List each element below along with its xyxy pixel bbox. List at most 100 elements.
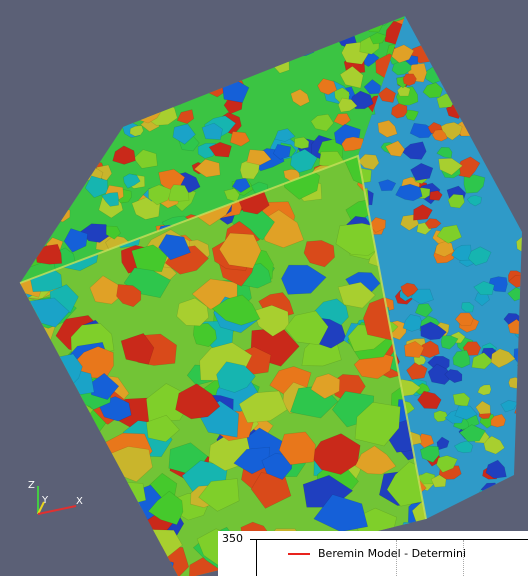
grain-cell <box>385 140 406 157</box>
x-axis-line <box>37 505 77 515</box>
grain-cell <box>369 32 387 45</box>
grain-cell <box>99 64 122 82</box>
grain-cell <box>20 188 36 202</box>
grain-cell <box>471 352 494 370</box>
grain-cell <box>444 369 463 384</box>
cube-edge-highlight <box>19 154 427 520</box>
grain-cell <box>413 204 433 221</box>
grain-cell <box>510 117 522 134</box>
grain-cell <box>59 16 82 30</box>
grain-cell <box>25 224 45 242</box>
grain-cell <box>175 383 221 420</box>
grain-cell <box>20 235 45 253</box>
plot-legend[interactable]: Beremin Model - Determini <box>288 547 466 560</box>
y-axis-tick-label: 350 <box>222 532 243 545</box>
grain-cell <box>133 44 160 64</box>
grain-cell <box>358 153 380 171</box>
grain-cell <box>79 128 98 143</box>
grain-cell <box>447 193 465 209</box>
x-axis-label: X <box>76 496 83 507</box>
grain-cell <box>278 431 316 466</box>
grain-cell <box>337 281 376 309</box>
grain-cell <box>419 445 440 463</box>
grain-cell <box>490 348 516 369</box>
grain-cell <box>449 57 468 71</box>
grain-cell <box>254 16 273 28</box>
grain-cell <box>211 294 261 326</box>
legend-entry-label: Beremin Model - Determini <box>318 547 467 560</box>
grain-cell <box>483 435 505 455</box>
grain-cell <box>339 65 364 89</box>
grain-cell <box>158 234 191 261</box>
grain-cell <box>36 172 54 190</box>
grain-cell <box>70 138 104 161</box>
grain-cell <box>502 136 518 148</box>
grain-cell <box>63 228 88 253</box>
grain-cell <box>235 49 264 68</box>
grain-cell <box>485 498 503 513</box>
grain-cell <box>146 414 180 443</box>
grain-cell <box>410 162 434 181</box>
grain-cell <box>35 550 66 573</box>
grain-cell <box>302 32 325 48</box>
grain-cell <box>23 213 41 229</box>
grain-cell <box>141 557 174 576</box>
grain-cell <box>173 24 197 41</box>
grain-cell <box>37 126 57 140</box>
grain-cell <box>122 89 150 110</box>
grain-cell <box>363 79 381 95</box>
grain-cell <box>485 459 507 479</box>
grain-cell <box>79 63 97 78</box>
grain-cell <box>297 27 322 47</box>
grain-cell <box>208 141 232 158</box>
grain-cell <box>210 46 230 64</box>
grain-cell <box>81 16 100 20</box>
grain-cell <box>203 37 217 50</box>
grain-cell <box>303 240 335 268</box>
grain-cell <box>23 176 71 207</box>
grain-cell <box>490 413 506 428</box>
grain-cell <box>395 183 423 202</box>
grain-cell <box>216 361 256 393</box>
grain-cell <box>310 113 334 132</box>
legend-swatch <box>288 552 310 555</box>
grain-cell <box>193 158 221 178</box>
grain-cell <box>494 113 511 131</box>
grain-cell <box>474 24 499 43</box>
grain-cell <box>475 400 491 415</box>
grain-cell <box>27 16 46 30</box>
grain-cell <box>48 55 74 75</box>
grain-cell <box>337 97 358 113</box>
grain-cell <box>473 280 495 296</box>
grain-cell <box>20 537 46 566</box>
grain-cell <box>290 39 315 57</box>
grain-cell <box>238 390 288 424</box>
plot-frame <box>256 539 528 576</box>
grain-cell <box>516 355 522 368</box>
grain-cell <box>147 60 177 83</box>
grain-cell <box>247 17 275 39</box>
grain-cell <box>444 28 473 47</box>
grain-cell <box>198 31 225 51</box>
grain-cell <box>129 125 144 137</box>
grain-cell <box>123 173 141 189</box>
grid-line <box>463 540 464 576</box>
grain-cell <box>148 184 172 206</box>
grain-cell <box>83 557 115 576</box>
grain-cell <box>497 40 518 58</box>
line-plot-view[interactable]: 350 Beremin Model - Determini <box>218 531 528 576</box>
grain-cell <box>319 16 335 21</box>
grain-cell <box>417 390 442 410</box>
grain-cell <box>430 474 447 488</box>
grain-cell <box>178 42 199 63</box>
grain-cell <box>414 303 433 318</box>
grain-cell <box>490 85 510 103</box>
grain-cell <box>424 218 442 230</box>
grain-cell <box>402 73 417 87</box>
grain-cell <box>492 114 514 133</box>
grain-cell <box>20 556 53 576</box>
y-axis-label: Y <box>41 495 49 506</box>
grain-cell <box>20 16 33 29</box>
